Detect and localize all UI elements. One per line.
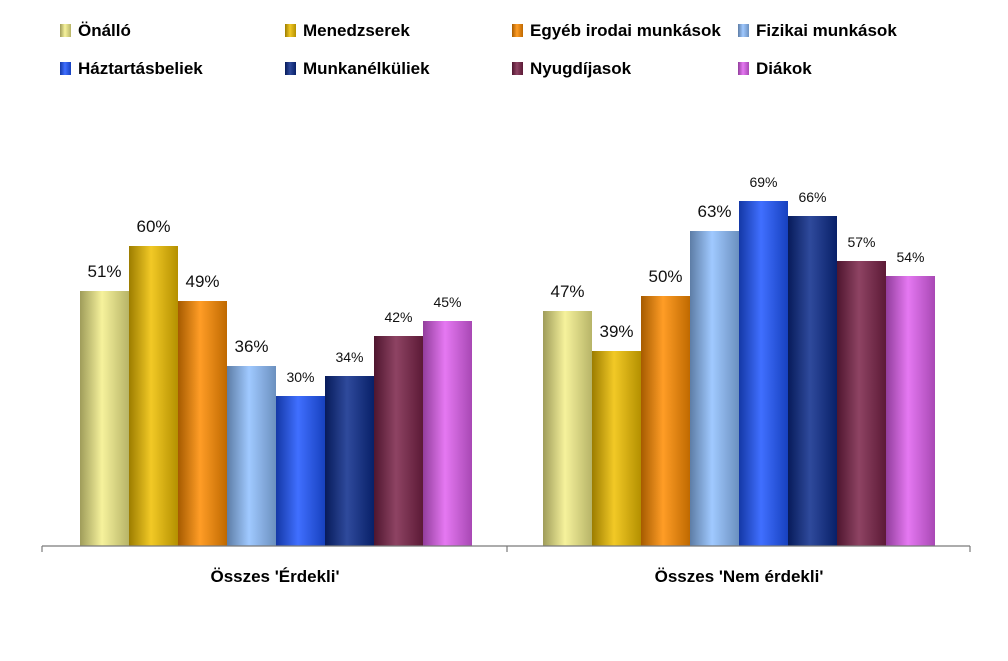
data-label: 66% xyxy=(798,189,826,205)
bar xyxy=(325,376,374,546)
legend-swatch xyxy=(512,24,523,37)
legend-swatch xyxy=(285,24,296,37)
legend: Önálló Menedzserek Egyéb irodai munkások Fi… xyxy=(60,21,897,78)
data-label: 50% xyxy=(648,267,682,286)
bar xyxy=(178,301,227,546)
data-label: 51% xyxy=(87,262,121,281)
legend-swatch xyxy=(60,62,71,75)
category-label: Összes 'Nem érdekli' xyxy=(655,567,824,586)
data-labels: 51% 60% 49% 36% 30% 34% 42% 45% 47% 39% 50% 63% 69% 6… xyxy=(87,174,924,385)
legend-label: Menedzserek xyxy=(303,21,410,40)
data-label: 39% xyxy=(599,322,633,341)
bar xyxy=(423,321,472,546)
category-label: Összes 'Érdekli' xyxy=(210,567,339,586)
bar xyxy=(227,366,276,546)
legend-swatch xyxy=(285,62,296,75)
bar xyxy=(690,231,739,546)
data-label: 30% xyxy=(286,369,314,385)
bar xyxy=(592,351,641,546)
bar xyxy=(788,216,837,546)
bar xyxy=(837,261,886,546)
legend-swatch xyxy=(512,62,523,75)
bar xyxy=(374,336,423,546)
plot-area xyxy=(80,201,935,546)
bar xyxy=(641,296,690,546)
bar xyxy=(886,276,935,546)
legend-label: Munkanélküliek xyxy=(303,59,430,78)
data-label: 47% xyxy=(550,282,584,301)
data-label: 45% xyxy=(433,294,461,310)
data-label: 54% xyxy=(896,249,924,265)
legend-label: Diákok xyxy=(756,59,812,78)
data-label: 63% xyxy=(697,202,731,221)
legend-label: Egyéb irodai munkások xyxy=(530,21,721,40)
data-label: 69% xyxy=(749,174,777,190)
data-label: 57% xyxy=(847,234,875,250)
legend-swatch xyxy=(738,24,749,37)
legend-swatch xyxy=(738,62,749,75)
legend-label: Fizikai munkások xyxy=(756,21,897,40)
legend-label: Nyugdíjasok xyxy=(530,59,632,78)
data-label: 60% xyxy=(136,217,170,236)
data-label: 49% xyxy=(185,272,219,291)
bar xyxy=(129,246,178,546)
legend-label: Önálló xyxy=(78,21,131,40)
bar xyxy=(543,311,592,546)
bar xyxy=(276,396,325,546)
data-label: 42% xyxy=(384,309,412,325)
legend-label: Háztartásbeliek xyxy=(78,59,203,78)
legend-swatch xyxy=(60,24,71,37)
bar xyxy=(80,291,129,546)
data-label: 36% xyxy=(234,337,268,356)
bar xyxy=(739,201,788,546)
data-label: 34% xyxy=(335,349,363,365)
